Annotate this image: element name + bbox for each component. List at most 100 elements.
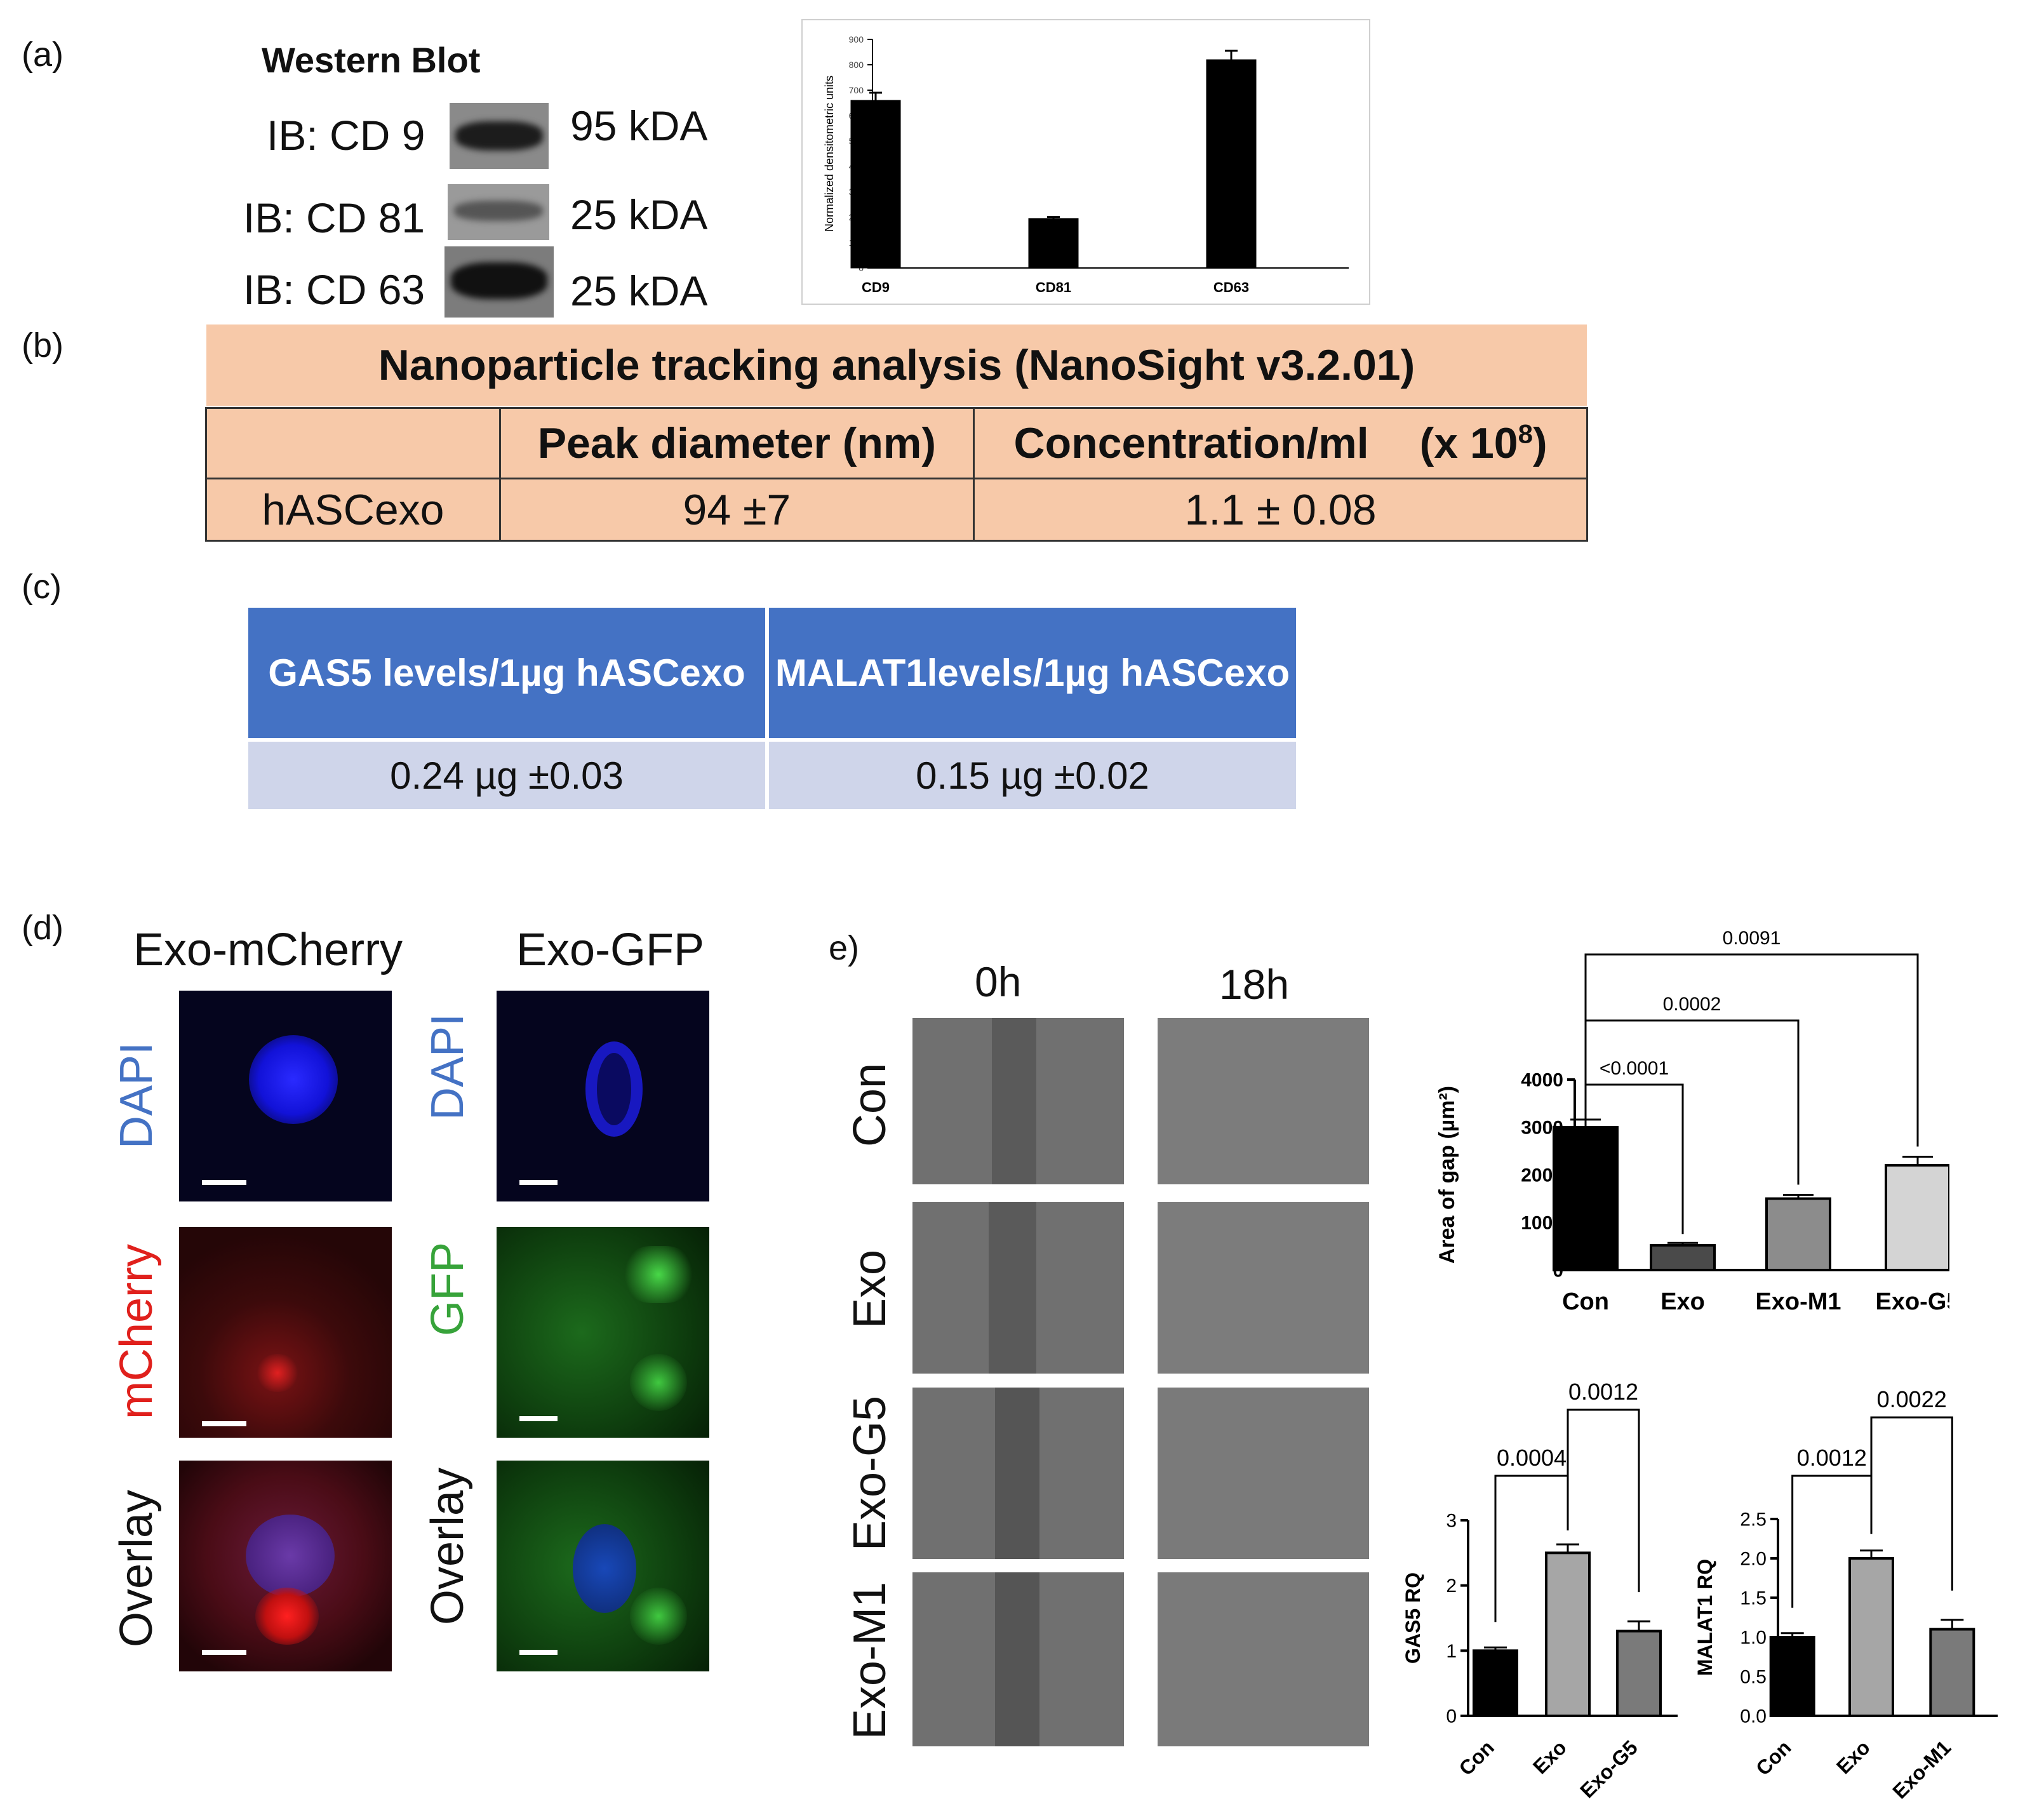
p-value-label: 0.0012 <box>1797 1445 1867 1471</box>
y-axis-label: Area of gap (µm²) <box>1435 1086 1459 1264</box>
panel-label-a: (a) <box>22 36 63 74</box>
x-tick-label: Exo <box>1528 1736 1571 1778</box>
scratch-con-0h <box>912 1018 1124 1184</box>
bar <box>1545 1551 1591 1717</box>
nta-header-conc-text: Concentration/ml <box>1013 419 1369 467</box>
bar <box>1769 1636 1815 1717</box>
x-tick-label: Con <box>1562 1288 1609 1315</box>
nta-peak-value: 94 ±7 <box>498 478 975 542</box>
x-tick-label: Con <box>1751 1736 1795 1779</box>
bar <box>1206 59 1257 269</box>
y-tick-label: 0.5 <box>1740 1667 1767 1688</box>
timepoint-18h: 18h <box>1219 961 1290 1008</box>
nta-title: Nanoparticle tracking analysis (NanoSigh… <box>206 325 1587 406</box>
p-value-label: 0.0091 <box>1723 928 1781 949</box>
gas5-rq-chart: 0 1 2 3 GAS5 RQ Con Exo Exo-G5 0.0004 0.0012 <box>1401 1379 1678 1802</box>
blot-band-cd9 <box>450 103 549 169</box>
panel-label-b: (b) <box>22 326 63 365</box>
image-gfp-overlay <box>497 1461 709 1671</box>
scratch-con-18h <box>1158 1018 1369 1184</box>
scratch-exog5-0h <box>912 1388 1124 1559</box>
bar <box>1616 1629 1662 1717</box>
significance-bracket <box>1870 1416 1953 1591</box>
row-label-overlay-1: Overlay <box>111 1489 162 1648</box>
y-tick-label: 1.0 <box>1740 1628 1767 1649</box>
bar <box>1885 1164 1949 1271</box>
nta-row-label: hASCexo <box>205 478 501 542</box>
scale-bar <box>519 1416 558 1421</box>
blot-band-cd63 <box>444 246 554 318</box>
panel-label-c: (c) <box>22 568 62 606</box>
densitometry-chart-frame: 0100200300400500600700800900Normalized d… <box>801 19 1370 305</box>
x-tick-label: CD9 <box>862 279 890 295</box>
scale-bar <box>202 1180 246 1185</box>
bar <box>1765 1197 1831 1271</box>
y-axis-label: GAS5 RQ <box>1401 1572 1424 1664</box>
nta-corner-cell <box>205 407 501 479</box>
y-tick-label: 1.5 <box>1740 1588 1767 1609</box>
scratch-exom1-18h <box>1158 1572 1369 1746</box>
bar <box>1553 1126 1619 1271</box>
y-tick-label: 4000 <box>1521 1070 1563 1091</box>
p-value-label: 0.0002 <box>1663 994 1721 1015</box>
lnc-header-malat1: MALAT1levels/1µg hASCexo <box>769 608 1296 738</box>
image-gfp-dapi <box>497 991 709 1201</box>
nta-header-concentration: Concentration/ml (x 108) <box>973 407 1588 479</box>
p-value-label: 0.0004 <box>1497 1445 1567 1471</box>
western-blot-title: Western Blot <box>262 40 481 80</box>
y-tick-label: 0.0 <box>1740 1706 1767 1727</box>
y-axis-label: Normalized densitometric units <box>823 76 836 232</box>
p-value-label: 0.0012 <box>1568 1379 1638 1405</box>
y-tick-label: 3 <box>1446 1511 1457 1532</box>
scratch-exom1-0h <box>912 1572 1124 1746</box>
p-value-label: 0.0022 <box>1877 1386 1947 1412</box>
blot-label-cd9: IB: CD 9 <box>267 112 425 159</box>
blot-size-cd63: 25 kDA <box>570 267 708 314</box>
panel-label-e: e) <box>829 929 860 967</box>
y-tick-label: 1 <box>1446 1641 1457 1662</box>
row-label-overlay-2: Overlay <box>422 1467 473 1626</box>
row-label-gfp: GFP <box>422 1242 473 1337</box>
nta-header-conc-unit: (x 10 <box>1419 419 1518 467</box>
scratch-exo-0h <box>912 1202 1124 1374</box>
column-title-mcherry: Exo-mCherry <box>133 925 403 975</box>
image-mcherry-overlay <box>179 1461 392 1671</box>
significance-bracket <box>1567 1408 1640 1593</box>
lnc-value-gas5: 0.24 µg ±0.03 <box>248 742 765 809</box>
y-tick-label: 2.5 <box>1740 1509 1767 1530</box>
x-tick-label: Exo-M1 <box>1888 1736 1955 1803</box>
scratch-row-exog5: Exo-G5 <box>845 1395 895 1551</box>
scale-bar <box>519 1650 558 1655</box>
blot-size-cd9: 95 kDA <box>570 102 708 149</box>
scratch-row-exom1: Exo-M1 <box>845 1581 895 1740</box>
row-label-dapi-2: DAPI <box>422 1013 473 1121</box>
x-tick-label: Exo-M1 <box>1755 1288 1841 1315</box>
bar <box>850 100 901 269</box>
blot-band-cd81 <box>448 184 549 240</box>
image-gfp-signal <box>497 1227 709 1438</box>
y-tick-label: 900 <box>849 34 864 44</box>
y-tick-label: 2.0 <box>1740 1549 1767 1570</box>
x-tick-label: CD81 <box>1036 279 1071 295</box>
scale-bar <box>202 1650 246 1655</box>
bar <box>1929 1628 1975 1717</box>
scratch-row-exo: Exo <box>845 1249 895 1329</box>
bar <box>1848 1557 1894 1717</box>
row-label-mcherry: mCherry <box>111 1244 162 1420</box>
nta-header-conc-exp: 8 <box>1518 418 1533 449</box>
column-title-gfp: Exo-GFP <box>516 925 705 975</box>
blot-label-cd81: IB: CD 81 <box>243 194 425 241</box>
scale-bar <box>519 1180 558 1185</box>
densitometry-chart: 0100200300400500600700800900Normalized d… <box>823 34 1349 295</box>
y-tick-label: 800 <box>849 60 864 70</box>
scale-bar <box>202 1421 246 1426</box>
x-tick-label: Exo-G5 <box>1875 1288 1949 1315</box>
bar <box>1028 218 1079 269</box>
nta-conc-value: 1.1 ± 0.08 <box>973 478 1588 542</box>
y-tick-label: 700 <box>849 85 864 95</box>
y-tick-label: 2 <box>1446 1576 1457 1596</box>
row-label-dapi-1: DAPI <box>111 1041 162 1149</box>
x-tick-label: Con <box>1455 1736 1499 1779</box>
scratch-row-con: Con <box>845 1062 895 1148</box>
x-tick-label: Exo-G5 <box>1575 1736 1642 1802</box>
